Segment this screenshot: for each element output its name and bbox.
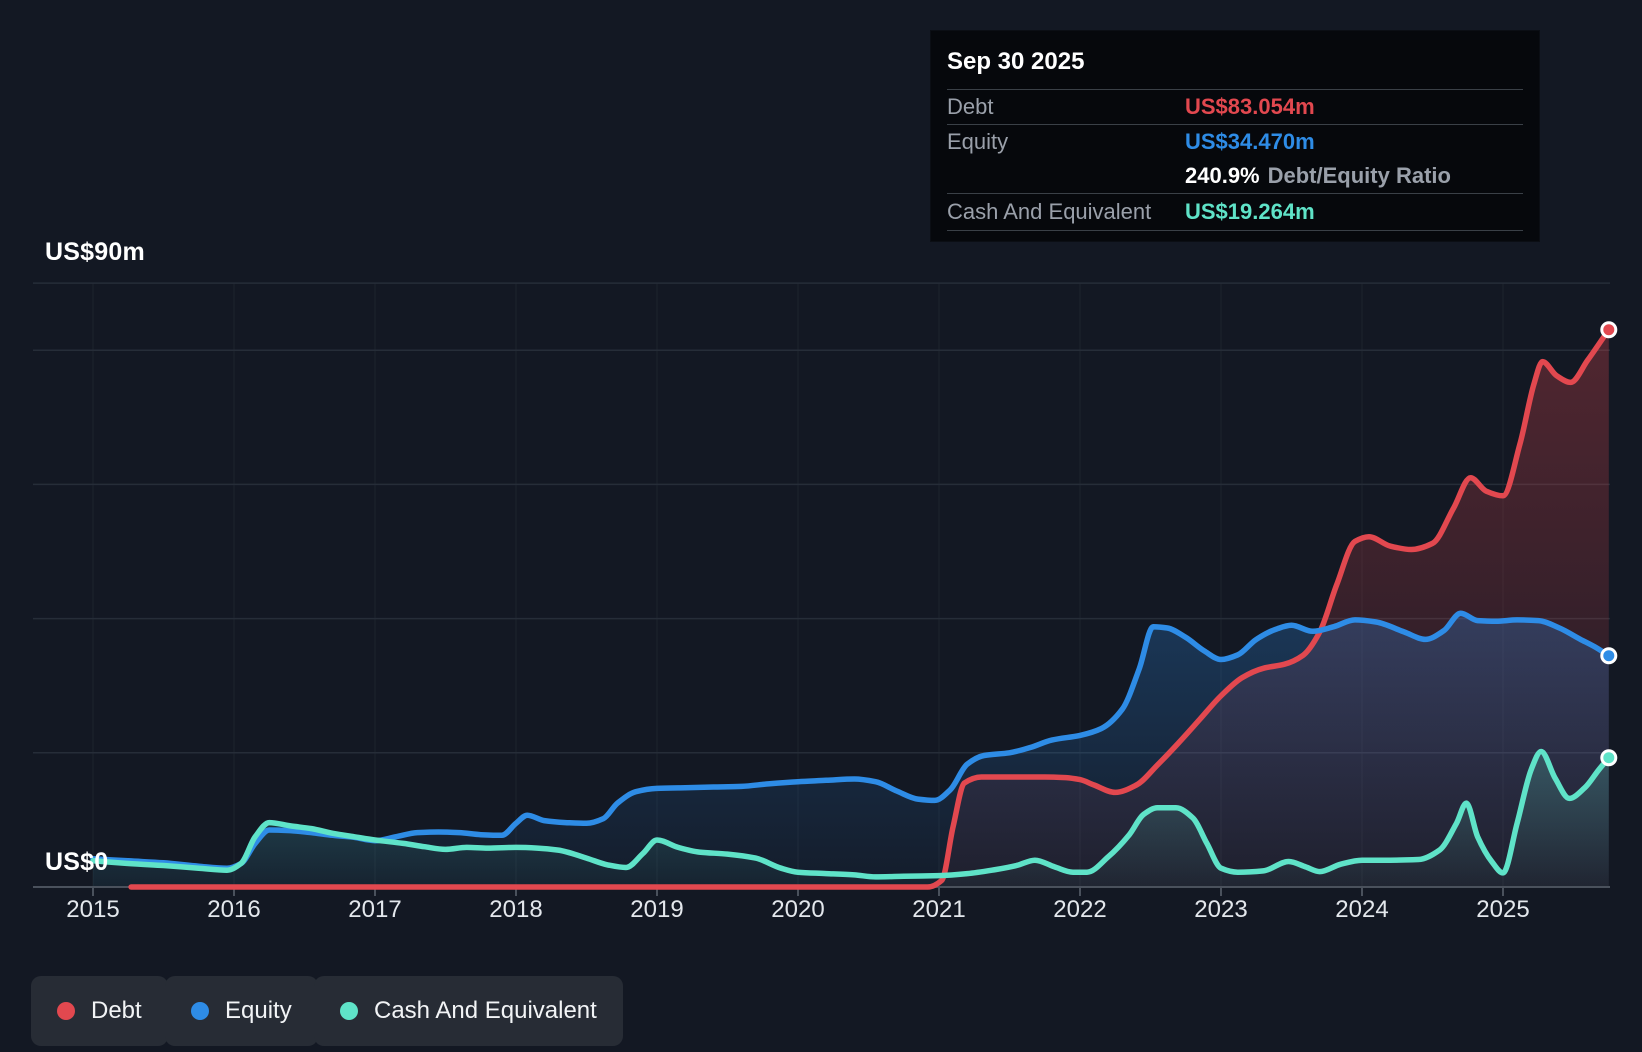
legend-chip-equity[interactable]: Equity <box>165 976 318 1046</box>
debt-endpoint-dot[interactable] <box>1600 321 1618 339</box>
cash-area <box>93 751 1609 887</box>
tooltip-debt-value: US$83.054m <box>1185 94 1315 119</box>
legend-label: Debt <box>91 997 142 1024</box>
equity-endpoint-dot[interactable] <box>1600 647 1618 665</box>
tooltip-row-ratio: 240.9% Debt/Equity Ratio <box>947 159 1523 194</box>
y-axis-zero-label: US$0 <box>45 848 109 876</box>
tooltip-row-equity: Equity US$34.470m <box>947 125 1523 159</box>
tooltip-row-debt: Debt US$83.054m <box>947 90 1523 125</box>
debt-line <box>128 326 1612 890</box>
chart-tooltip: Sep 30 2025 Debt US$83.054m Equity US$34… <box>930 30 1540 242</box>
x-axis-label-2018: 2018 <box>489 896 543 923</box>
x-axis-label-2025: 2025 <box>1476 896 1530 923</box>
legend-label: Cash And Equivalent <box>374 997 597 1024</box>
x-axis-label-2024: 2024 <box>1335 896 1389 923</box>
legend-dot-icon <box>191 1002 209 1020</box>
tooltip-ratio-value: 240.9% <box>1185 163 1260 188</box>
tooltip-equity-label: Equity <box>947 129 1009 154</box>
chart-legend: Debt Equity Cash And Equivalent <box>0 976 1642 1046</box>
y-axis-max-label: US$90m <box>45 238 145 266</box>
x-axis-label-2021: 2021 <box>912 896 966 923</box>
tooltip-cash-label: Cash And Equivalent <box>947 199 1152 224</box>
tooltip-ratio-label: Debt/Equity Ratio <box>1267 163 1451 188</box>
cash-line <box>90 748 1612 880</box>
legend-dot-icon <box>340 1002 358 1020</box>
x-axis-label-2023: 2023 <box>1194 896 1248 923</box>
tooltip-date: Sep 30 2025 <box>947 31 1523 90</box>
x-axis-label-2017: 2017 <box>348 896 402 923</box>
x-axis-label-2015: 2015 <box>66 896 120 923</box>
legend-label: Equity <box>225 997 292 1024</box>
tooltip-row-cash: Cash And Equivalent US$19.264m <box>947 194 1523 231</box>
x-axis: 2015 2016 2017 2018 2019 2020 2021 2022 2023 2024… <box>0 896 1642 926</box>
tooltip-debt-label: Debt <box>947 94 994 119</box>
x-axis-label-2019: 2019 <box>630 896 684 923</box>
cash-endpoint-dot[interactable] <box>1600 749 1618 767</box>
legend-chip-cash-and-equivalent[interactable]: Cash And Equivalent <box>314 976 623 1046</box>
x-axis-label-2022: 2022 <box>1053 896 1107 923</box>
x-axis-label-2020: 2020 <box>771 896 825 923</box>
legend-dot-icon <box>57 1002 75 1020</box>
tooltip-cash-value: US$19.264m <box>1185 199 1315 224</box>
tooltip-equity-value: US$34.470m <box>1185 129 1315 154</box>
x-axis-label-2016: 2016 <box>207 896 261 923</box>
legend-chip-debt[interactable]: Debt <box>31 976 168 1046</box>
equity-area <box>93 613 1609 887</box>
